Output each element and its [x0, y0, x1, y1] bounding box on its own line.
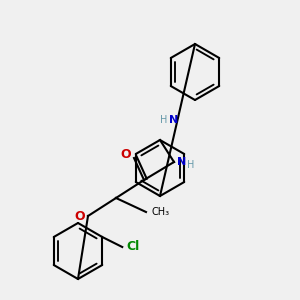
- Text: O: O: [75, 209, 85, 223]
- Text: N: N: [177, 157, 186, 167]
- Text: N: N: [169, 115, 178, 125]
- Text: H: H: [187, 160, 194, 170]
- Text: Cl: Cl: [126, 241, 140, 254]
- Text: O: O: [121, 148, 131, 161]
- Text: CH₃: CH₃: [151, 207, 169, 217]
- Text: H: H: [160, 115, 167, 125]
